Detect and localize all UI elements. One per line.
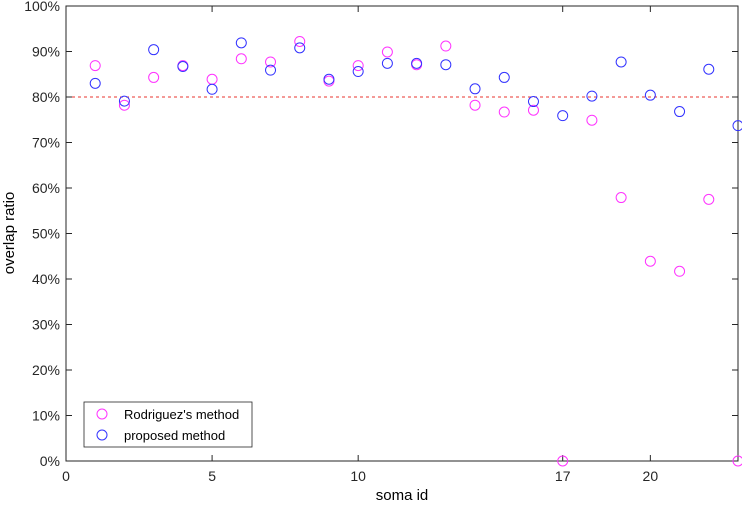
point-rodriguez bbox=[235, 53, 247, 65]
y-tick-label: 60% bbox=[32, 180, 60, 196]
y-tick-label: 70% bbox=[32, 135, 60, 151]
legend-entry-rodriguez: Rodriguez's method bbox=[96, 407, 239, 422]
point-rodriguez bbox=[469, 99, 481, 111]
point-proposed bbox=[381, 57, 393, 69]
point-rodriguez bbox=[352, 60, 364, 72]
legend-entry-proposed: proposed method bbox=[96, 428, 225, 443]
point-rodriguez bbox=[381, 46, 393, 58]
point-proposed bbox=[294, 42, 306, 54]
point-proposed bbox=[206, 83, 218, 95]
point-proposed bbox=[352, 66, 364, 78]
point-rodriguez bbox=[148, 71, 160, 83]
point-rodriguez bbox=[294, 35, 306, 47]
legend: Rodriguez's method proposed method bbox=[83, 401, 253, 448]
y-tick-label: 50% bbox=[32, 226, 60, 242]
points-layer bbox=[89, 35, 742, 467]
legend-box bbox=[83, 401, 253, 448]
point-proposed bbox=[440, 59, 452, 71]
point-proposed bbox=[411, 57, 423, 69]
point-proposed bbox=[177, 61, 189, 73]
point-rodriguez bbox=[440, 40, 452, 52]
y-tick-label: 80% bbox=[32, 89, 60, 105]
point-rodriguez bbox=[586, 114, 598, 126]
ticks-layer: 0% 10% 20% 30% 40% 50% 60% 70% 80% 90% 100% 0 5 10 17 2… bbox=[24, 0, 738, 484]
x-axis-label: soma id bbox=[376, 487, 429, 504]
point-proposed bbox=[89, 77, 101, 89]
y-tick-label: 10% bbox=[32, 408, 60, 424]
y-tick-label: 0% bbox=[40, 453, 60, 469]
x-tick-label: 17 bbox=[555, 468, 571, 484]
x-tick-label: 5 bbox=[208, 468, 216, 484]
point-proposed bbox=[644, 89, 656, 101]
point-rodriguez bbox=[703, 193, 715, 205]
point-proposed bbox=[498, 71, 510, 83]
legend-label-proposed: proposed method bbox=[124, 428, 225, 443]
point-proposed bbox=[674, 106, 686, 118]
x-tick-label: 10 bbox=[350, 468, 366, 484]
point-proposed bbox=[557, 110, 569, 122]
point-proposed bbox=[732, 120, 742, 132]
point-rodriguez bbox=[89, 60, 101, 72]
y-tick-label: 100% bbox=[24, 0, 60, 14]
y-tick-label: 40% bbox=[32, 271, 60, 287]
point-rodriguez bbox=[674, 265, 686, 277]
point-proposed bbox=[148, 44, 160, 56]
point-rodriguez bbox=[498, 106, 510, 118]
point-rodriguez bbox=[644, 255, 656, 267]
legend-marker-rodriguez bbox=[96, 408, 108, 420]
point-proposed bbox=[469, 83, 481, 95]
point-rodriguez bbox=[265, 56, 277, 68]
y-tick-label: 20% bbox=[32, 362, 60, 378]
legend-label-rodriguez: Rodriguez's method bbox=[124, 407, 239, 422]
point-proposed bbox=[323, 73, 335, 85]
series-proposed bbox=[89, 37, 742, 132]
point-proposed bbox=[265, 64, 277, 76]
point-proposed bbox=[586, 90, 598, 102]
legend-marker-proposed bbox=[96, 429, 108, 441]
point-rodriguez bbox=[118, 99, 130, 111]
point-proposed bbox=[527, 96, 539, 108]
point-rodriguez bbox=[732, 455, 742, 467]
point-proposed bbox=[615, 56, 627, 68]
y-axis-label: overlap ratio bbox=[1, 192, 18, 275]
point-rodriguez bbox=[615, 192, 627, 204]
point-proposed bbox=[235, 37, 247, 49]
x-tick-label: 20 bbox=[643, 468, 659, 484]
series-rodriguez bbox=[89, 35, 742, 467]
x-tick-label: 0 bbox=[62, 468, 70, 484]
y-tick-label: 30% bbox=[32, 317, 60, 333]
point-proposed bbox=[703, 63, 715, 75]
point-rodriguez bbox=[527, 104, 539, 116]
y-tick-label: 90% bbox=[32, 44, 60, 60]
point-rodriguez bbox=[557, 455, 569, 467]
point-proposed bbox=[118, 95, 130, 107]
